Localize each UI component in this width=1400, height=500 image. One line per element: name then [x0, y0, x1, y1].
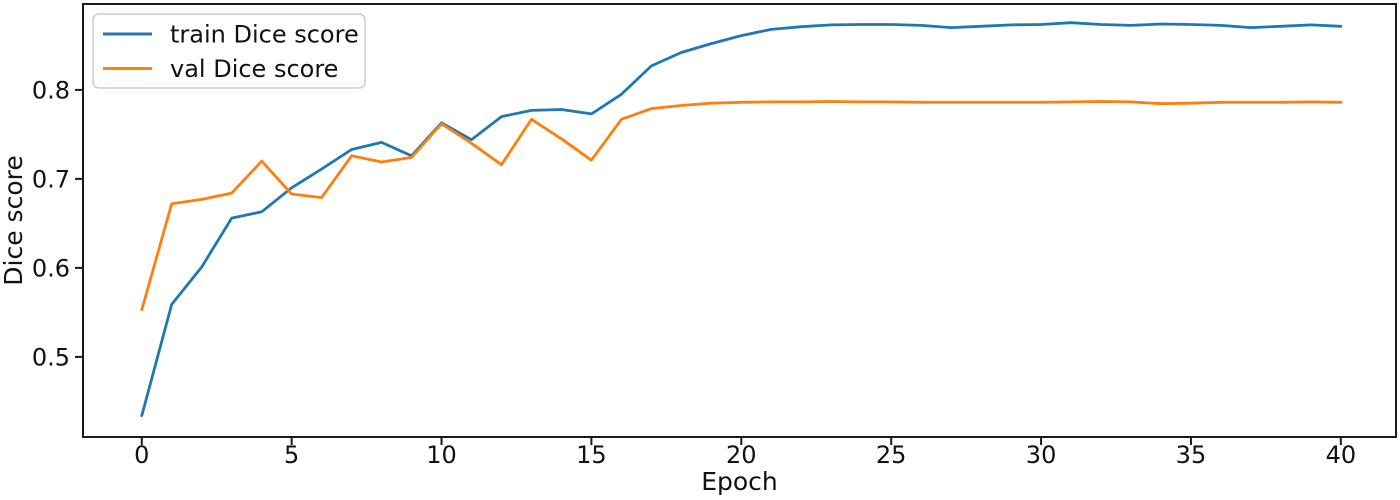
x-tick-label: 15 [576, 441, 607, 469]
x-tick-label: 20 [726, 441, 757, 469]
x-tick-label: 40 [1326, 441, 1357, 469]
x-tick-label: 30 [1026, 441, 1057, 469]
x-tick-label: 25 [876, 441, 907, 469]
legend-label-val: val Dice score [170, 55, 338, 83]
x-axis-label: Epoch [701, 467, 778, 496]
x-tick-label: 35 [1176, 441, 1207, 469]
y-tick-label: 0.6 [32, 254, 70, 282]
x-tick-label: 5 [284, 441, 299, 469]
legend: train Dice score val Dice score [92, 13, 366, 89]
plot-area: 0 5 10 15 20 25 30 35 40 0.5 0.6 0.7 0.8 [32, 3, 1397, 469]
y-tick-label: 0.7 [32, 165, 70, 193]
val-series-line [140, 100, 1343, 312]
y-axis-label: Dice score [0, 155, 28, 285]
y-tick-label: 0.5 [32, 343, 70, 371]
axes-frame [82, 3, 1397, 438]
x-tick-label: 10 [426, 441, 457, 469]
legend-box [92, 13, 366, 89]
legend-label-train: train Dice score [170, 21, 359, 49]
y-tick-label: 0.8 [32, 76, 70, 104]
train-series-line [140, 21, 1343, 418]
x-tick-label: 0 [134, 441, 149, 469]
